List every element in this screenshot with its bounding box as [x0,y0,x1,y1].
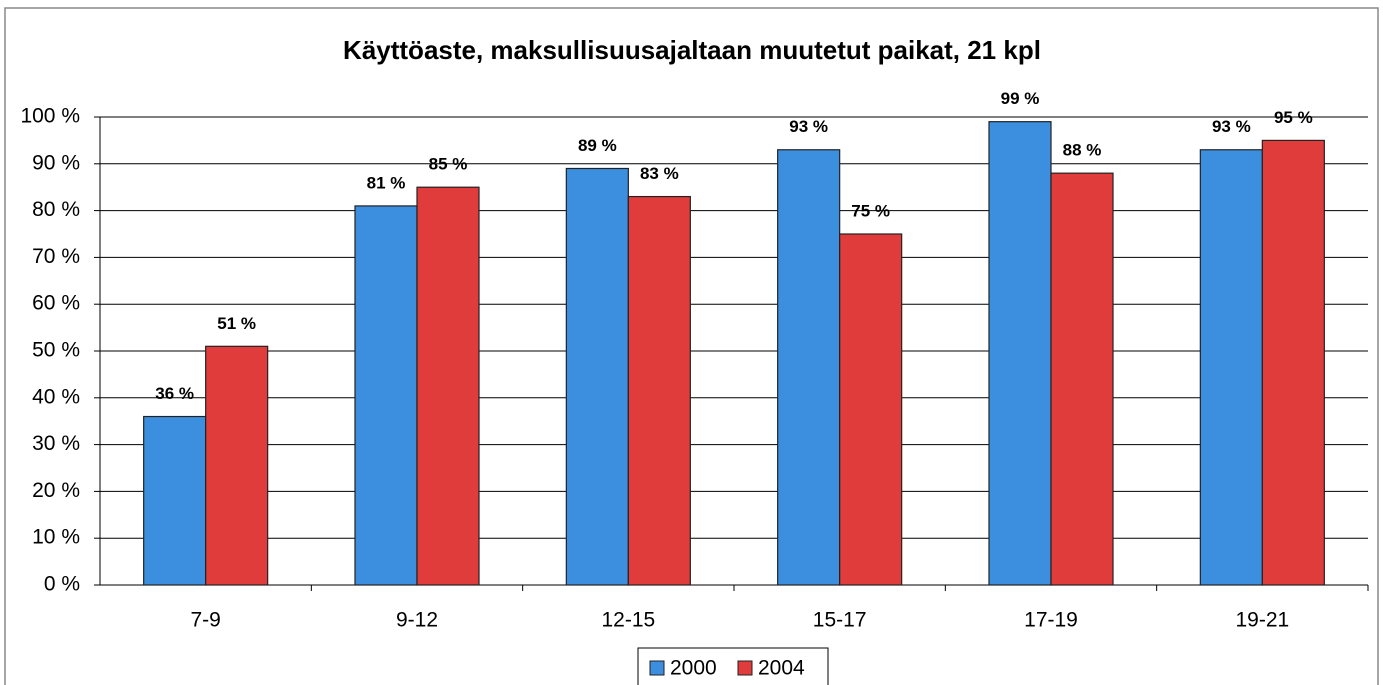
y-tick-label: 90 % [32,151,80,174]
bar [839,233,903,586]
value-label: 88 % [1063,141,1102,160]
legend-label: 2004 [758,657,805,680]
bar [143,415,207,586]
y-tick-label: 50 % [32,339,80,362]
legend-swatch [649,660,665,676]
x-tick-label: 15-17 [813,609,867,632]
bar [354,205,418,586]
bar [1050,172,1114,586]
value-label: 99 % [1001,89,1040,108]
bar [565,167,629,586]
x-tick-label: 17-19 [1024,609,1078,632]
bar [988,121,1052,586]
x-tick-label: 7-9 [190,609,220,632]
legend-label: 2000 [670,657,717,680]
y-tick-label: 80 % [32,198,80,221]
y-tick-label: 60 % [32,292,80,315]
bar [1199,149,1263,586]
y-tick-label: 10 % [32,526,80,549]
value-label: 75 % [851,201,890,220]
value-label: 83 % [640,164,679,183]
value-label: 93 % [789,117,828,136]
legend-box [637,647,829,685]
y-tick-label: 40 % [32,385,80,408]
bar [1261,139,1325,586]
value-label: 36 % [155,384,194,403]
y-tick-label: 70 % [32,245,80,268]
x-tick-label: 9-12 [396,609,438,632]
value-label: 85 % [429,155,468,174]
y-tick-label: 30 % [32,432,80,455]
bar [777,149,841,586]
bar [416,186,480,586]
value-label: 95 % [1274,108,1313,127]
value-label: 81 % [367,173,406,192]
value-label: 93 % [1212,117,1251,136]
chart-title: Käyttöaste, maksullisuusajaltaan muutetu… [343,35,1041,65]
y-tick-label: 20 % [32,479,80,502]
x-tick-label: 19-21 [1235,609,1289,632]
legend-swatch [737,660,753,676]
y-tick-label: 0 % [44,573,80,596]
value-label: 89 % [578,136,617,155]
y-tick-label: 100 % [20,105,80,128]
value-label: 51 % [217,314,256,333]
bar [627,195,691,586]
bar [205,345,269,586]
x-tick-label: 12-15 [601,609,655,632]
